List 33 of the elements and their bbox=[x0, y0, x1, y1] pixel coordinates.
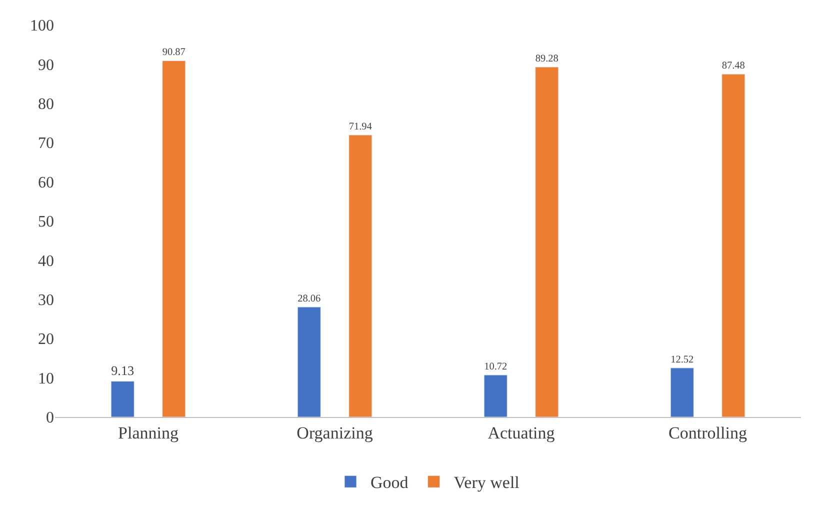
y-tick-label: 40 bbox=[38, 252, 54, 270]
y-tick-label: 100 bbox=[30, 18, 54, 35]
data-label: 87.48 bbox=[722, 60, 745, 72]
data-label: 10.72 bbox=[484, 361, 508, 372]
y-tick-label: 30 bbox=[38, 292, 54, 309]
data-label: 28.06 bbox=[298, 293, 321, 304]
data-label: 71.94 bbox=[348, 121, 372, 132]
y-tick-label: 10 bbox=[38, 370, 54, 388]
data-label: 9.13 bbox=[111, 362, 135, 378]
data-label: 12.52 bbox=[670, 354, 694, 366]
bar bbox=[670, 368, 694, 417]
x-tick-label: Organizing bbox=[296, 423, 374, 442]
data-label: 90.87 bbox=[162, 47, 186, 58]
y-tick-label: 0 bbox=[46, 410, 54, 427]
y-tick-label: 50 bbox=[38, 214, 54, 231]
y-tick-label: 90 bbox=[38, 56, 54, 74]
legend-label: Good bbox=[370, 473, 409, 492]
y-tick-label: 70 bbox=[38, 135, 54, 152]
y-tick-label: 20 bbox=[38, 331, 54, 348]
y-tick-label: 80 bbox=[38, 96, 54, 113]
bar bbox=[110, 380, 134, 417]
x-tick-label: Planning bbox=[118, 423, 179, 442]
x-tick-label: Actuating bbox=[488, 423, 556, 442]
bar bbox=[297, 306, 321, 417]
bar bbox=[535, 66, 559, 417]
bar bbox=[484, 374, 508, 417]
bar bbox=[722, 74, 746, 417]
x-tick-label: Controlling bbox=[668, 423, 748, 442]
legend-label: Very well bbox=[454, 473, 520, 492]
y-tick-label: 60 bbox=[38, 174, 54, 192]
bar bbox=[162, 60, 186, 417]
bar bbox=[348, 134, 372, 417]
data-label: 89.28 bbox=[535, 53, 558, 64]
